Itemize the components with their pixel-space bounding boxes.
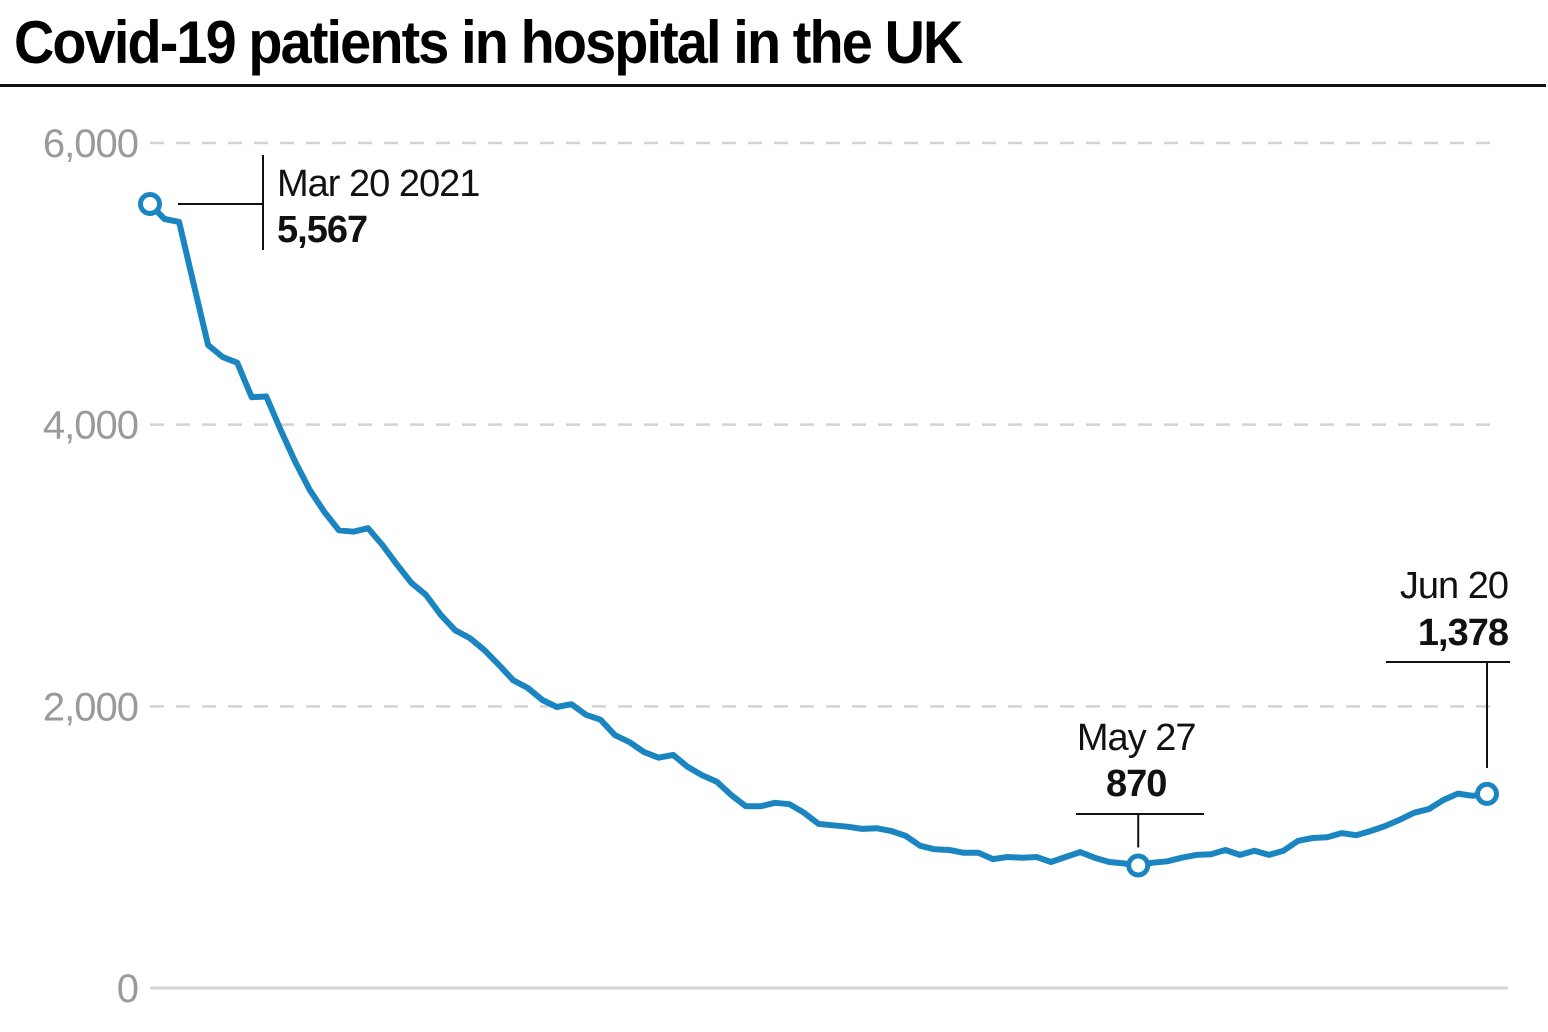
annotation-value-label: 5,567 <box>277 209 367 251</box>
annotation-value-label: 1,378 <box>1418 612 1508 654</box>
annotation-date-label: May 27 <box>1077 717 1196 759</box>
y-tick-label: 4,000 <box>43 404 138 448</box>
annotation-2: Jun 20 1,378 <box>1386 565 1510 806</box>
y-tick-label: 6,000 <box>43 122 138 166</box>
annotation-date-label: Jun 20 <box>1400 565 1508 607</box>
title-rule <box>0 84 1546 87</box>
annotation-value-label: 870 <box>1106 763 1166 805</box>
y-tick-label: 0 <box>117 967 138 1011</box>
chart-title: Covid-19 patients in hospital in the UK <box>14 9 963 76</box>
y-tick-label: 2,000 <box>43 685 138 729</box>
annotation-marker <box>1126 853 1151 878</box>
annotation-date-label: Mar 20 2021 <box>277 163 479 205</box>
annotation-marker <box>138 191 162 216</box>
annotation-marker <box>1475 781 1499 806</box>
series-line <box>147 201 1490 869</box>
